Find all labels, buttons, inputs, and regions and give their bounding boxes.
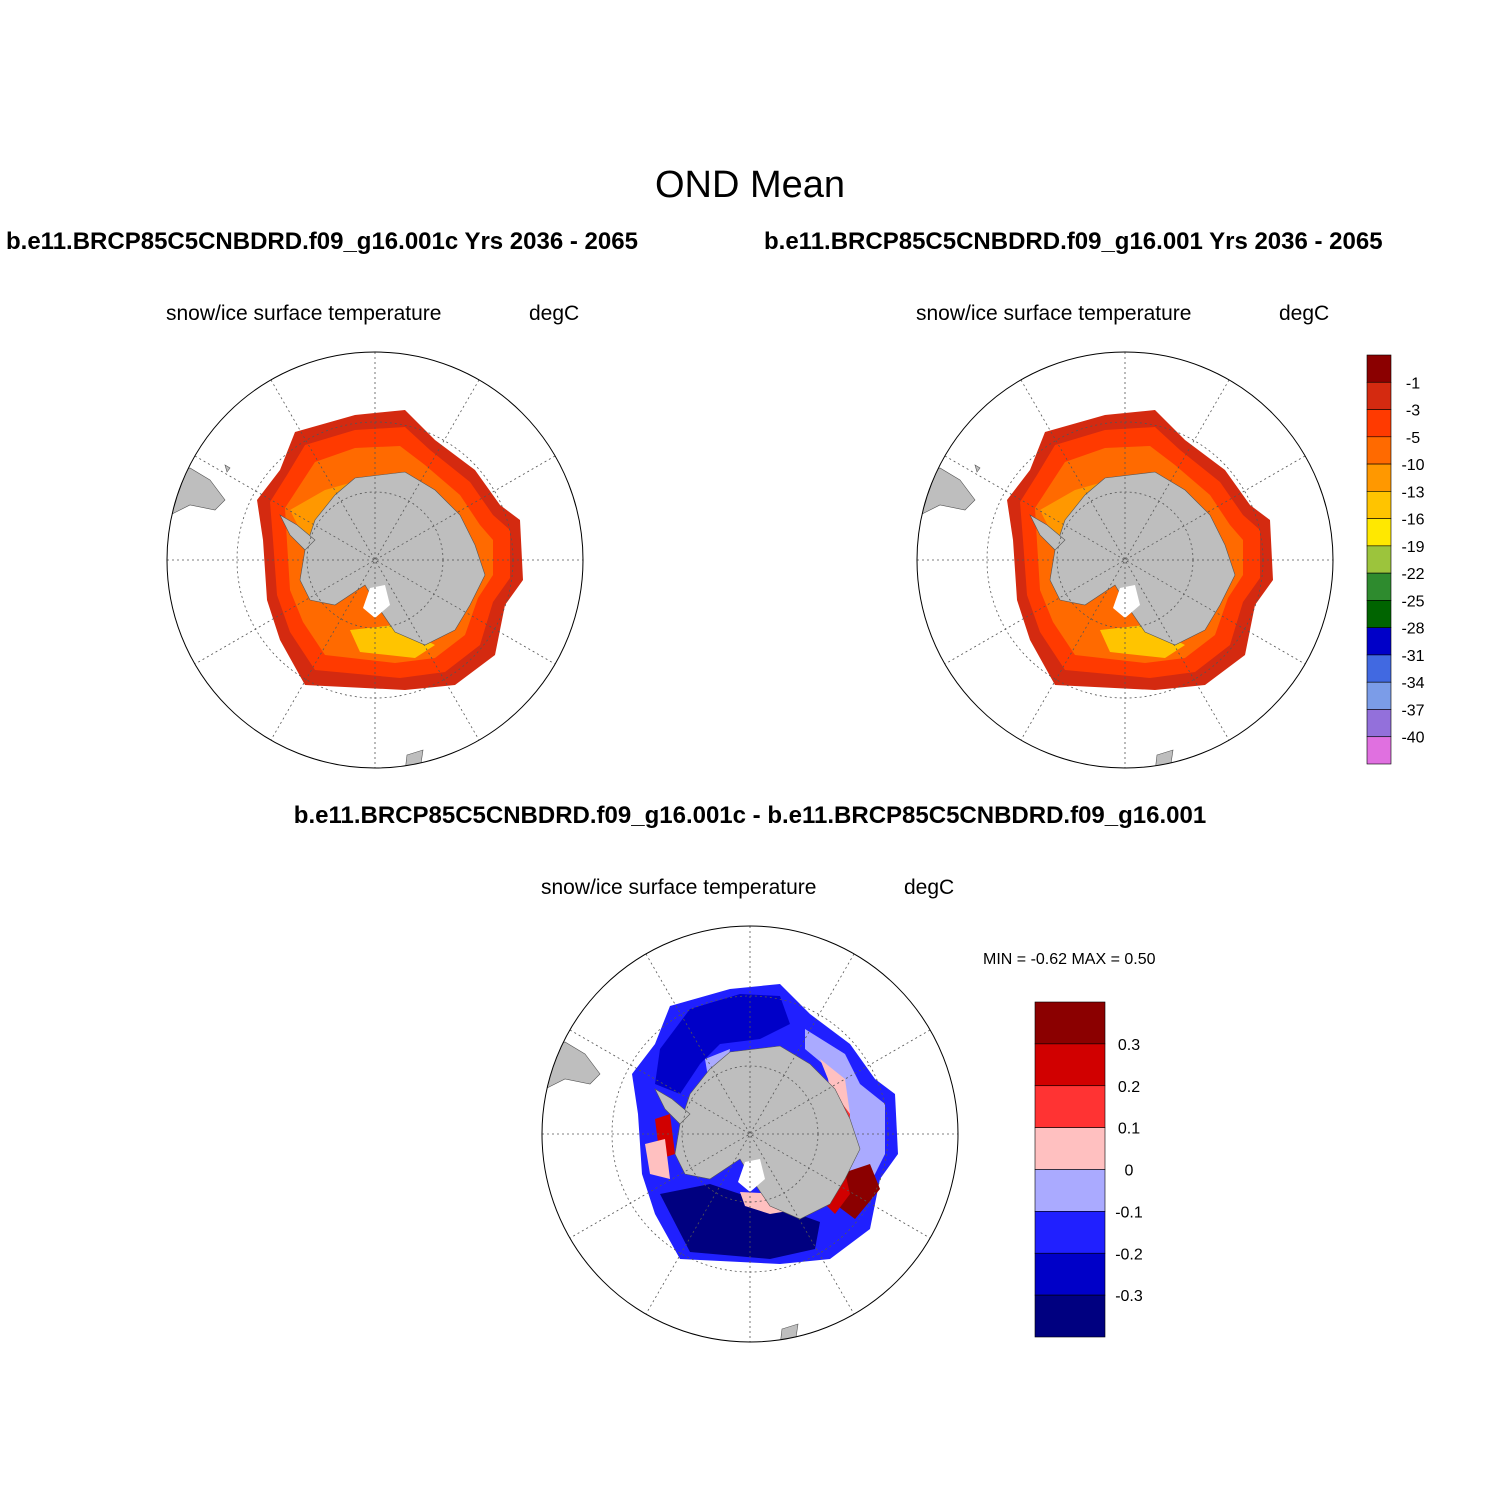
- colorbar-difference-tick-label: 0.3: [1118, 1037, 1140, 1054]
- colorbar-difference-swatch: [1034, 1127, 1106, 1170]
- colorbar-absolute-tick-label: -19: [1401, 539, 1424, 556]
- colorbar-absolute-tick-label: -13: [1401, 484, 1424, 501]
- panel-1-units: degC: [529, 302, 580, 325]
- panel-2-antarctic-peninsula: [1029, 514, 1066, 551]
- colorbar-absolute-tick-label: -37: [1401, 702, 1424, 719]
- colorbar-difference-swatch: [1034, 1169, 1106, 1212]
- colorbar-absolute-swatch: [1366, 436, 1392, 465]
- panel-3-diff-strong-south: [660, 1184, 820, 1259]
- colorbar-absolute-swatch: [1366, 409, 1392, 438]
- figure-title: OND Mean: [654, 164, 846, 206]
- colorbar-absolute-swatch: [1366, 736, 1392, 765]
- colorbar-difference-tick-label: -0.1: [1115, 1204, 1143, 1221]
- panel-2-graticule: [917, 352, 1333, 768]
- colorbar-difference-swatch: [1034, 1085, 1106, 1128]
- colorbar-difference: 0.3 0.2 0.1 0 -0.1 -0.2 -0.3: [1034, 1001, 1143, 1338]
- panel-3-diff-light-east: [805, 1029, 885, 1204]
- panel-2-ice-inner2: [1100, 625, 1185, 658]
- panel-3-new-zealand: [779, 1323, 799, 1342]
- panel-1-graticule: [167, 352, 583, 768]
- colorbar-difference-swatch: [1034, 1043, 1106, 1087]
- colorbar-absolute-tick-label: -22: [1401, 566, 1424, 583]
- panel-2-island: [974, 464, 981, 473]
- colorbar-difference-swatch: [1034, 1294, 1106, 1338]
- panel-1-south-america-land: [169, 467, 226, 516]
- panel-2-polar-map: [916, 351, 1334, 769]
- colorbar-absolute-swatch: [1366, 600, 1392, 628]
- panel-2-new-zealand: [1154, 749, 1174, 768]
- panel-3-diff-red-se: [825, 1172, 850, 1214]
- panel-1-antarctic-peninsula: [279, 514, 316, 551]
- panel-2-ross-ice-gap: [1113, 585, 1140, 618]
- panel-3-antarctic-peninsula: [654, 1088, 691, 1125]
- panel-3-diff-strong-north: [655, 994, 790, 1094]
- panel-1-new-zealand: [404, 749, 424, 768]
- panel-3-polar-map: [541, 925, 959, 1343]
- panel-2-case-title: b.e11.BRCP85C5CNBDRD.f09_g16.001 Yrs 203…: [764, 228, 1383, 255]
- colorbar-absolute-tick-label: -34: [1401, 675, 1424, 692]
- panel-3-minmax: MIN = -0.62 MAX = 0.50: [983, 951, 1156, 968]
- panel-2-units: degC: [1279, 302, 1330, 325]
- panel-1-island: [224, 464, 231, 473]
- colorbar-absolute-swatch: [1366, 463, 1392, 492]
- panel-3-graticule: [542, 926, 958, 1342]
- colorbar-absolute-tick-label: -3: [1406, 403, 1420, 420]
- colorbar-absolute-swatch: [1366, 491, 1392, 519]
- panel-1-polar-map: [166, 351, 584, 769]
- colorbar-absolute-swatch: [1366, 627, 1392, 656]
- colorbar-absolute-swatch: [1366, 354, 1392, 383]
- panel-3-case-title: b.e11.BRCP85C5CNBDRD.f09_g16.001c - b.e1…: [293, 802, 1207, 829]
- colorbar-difference-tick-label: 0.1: [1118, 1121, 1140, 1138]
- colorbar-absolute-swatch: [1366, 681, 1392, 710]
- panel-3-variable: snow/ice surface temperature: [541, 876, 817, 899]
- colorbar-difference-tick-label: 0: [1125, 1163, 1134, 1180]
- colorbar-absolute: -1 -3 -5 -10 -13 -16 -19 -22 -25 -28 -31 -34 -37 -40: [1366, 354, 1425, 765]
- colorbar-absolute-swatch: [1366, 572, 1392, 601]
- panel-3-ross-ice-gap: [738, 1159, 765, 1192]
- panel-1-variable: snow/ice surface temperature: [166, 302, 442, 325]
- colorbar-absolute-swatch: [1366, 709, 1392, 738]
- colorbar-absolute-tick-label: -40: [1401, 730, 1424, 747]
- panel-1-ice-inner2: [350, 625, 435, 658]
- colorbar-absolute-swatch: [1366, 381, 1392, 410]
- colorbar-absolute-tick-label: -5: [1406, 430, 1420, 447]
- panel-1-case-title: b.e11.BRCP85C5CNBDRD.f09_g16.001c Yrs 20…: [6, 228, 638, 255]
- colorbar-difference-tick-label: -0.2: [1115, 1246, 1143, 1263]
- colorbar-difference-swatch: [1034, 1211, 1106, 1254]
- panel-2-variable: snow/ice surface temperature: [916, 302, 1192, 325]
- panel-3-south-america-land: [544, 1041, 601, 1090]
- colorbar-difference-swatch: [1034, 1001, 1106, 1045]
- colorbar-absolute-tick-label: -10: [1401, 457, 1424, 474]
- colorbar-absolute-tick-label: -1: [1406, 375, 1420, 392]
- colorbar-absolute-swatch: [1366, 518, 1392, 547]
- panel-3-units: degC: [904, 876, 955, 899]
- colorbar-absolute-swatch: [1366, 654, 1392, 683]
- colorbar-absolute-tick-label: -28: [1401, 621, 1424, 638]
- colorbar-difference-swatch: [1034, 1252, 1106, 1296]
- colorbar-absolute-tick-label: -25: [1401, 593, 1424, 610]
- colorbar-absolute-swatch: [1366, 545, 1392, 574]
- colorbar-absolute-tick-label: -31: [1401, 648, 1424, 665]
- panel-2-south-america-land: [919, 467, 976, 516]
- colorbar-difference-tick-label: 0.2: [1118, 1079, 1140, 1096]
- panel-3-diff-pink-west: [645, 1139, 670, 1179]
- colorbar-absolute-tick-label: -16: [1401, 512, 1424, 529]
- colorbar-difference-tick-label: -0.3: [1115, 1288, 1143, 1305]
- panel-1-ross-ice-gap: [363, 585, 390, 618]
